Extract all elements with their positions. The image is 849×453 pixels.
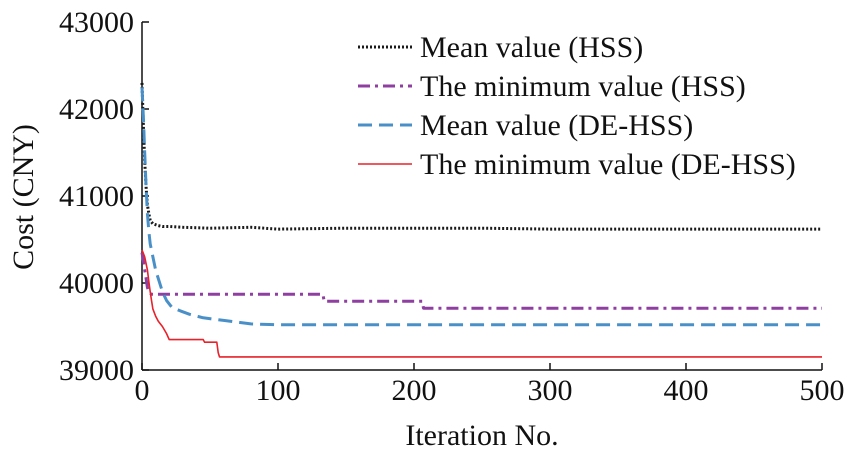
x-tick-label: 300: [528, 374, 573, 407]
y-tick-label: 41000: [59, 180, 134, 213]
y-tick-label: 40000: [59, 267, 134, 300]
series-layer: [140, 82, 822, 358]
axes: 39000 40000 41000 42000 43000 0 100 200 300 400 50…: [59, 6, 845, 407]
x-tick-label: 400: [664, 374, 709, 407]
legend-label-2: The minimum value (HSS): [420, 70, 746, 103]
series-line-3: [140, 87, 822, 327]
series-line-4: [141, 249, 822, 358]
legend-label-3: Mean value (DE-HSS): [420, 109, 693, 142]
y-axis-title: Cost (CNY): [7, 124, 40, 270]
legend-label-1: Mean value (HSS): [420, 31, 643, 64]
x-tick-label: 100: [256, 374, 301, 407]
y-tick-label: 39000: [59, 354, 134, 387]
x-axis-title: Iteration No.: [405, 419, 558, 452]
legend: Mean value (HSS) The minimum value (HSS) M…: [358, 31, 796, 181]
x-tick-label: 0: [135, 374, 150, 407]
y-tick-label: 43000: [59, 6, 134, 39]
x-tick-label: 200: [392, 374, 437, 407]
y-tick-label: 42000: [59, 93, 134, 126]
x-tick-label: 500: [800, 374, 845, 407]
legend-label-4: The minimum value (DE-HSS): [420, 148, 796, 181]
series-line-2: [140, 252, 822, 310]
